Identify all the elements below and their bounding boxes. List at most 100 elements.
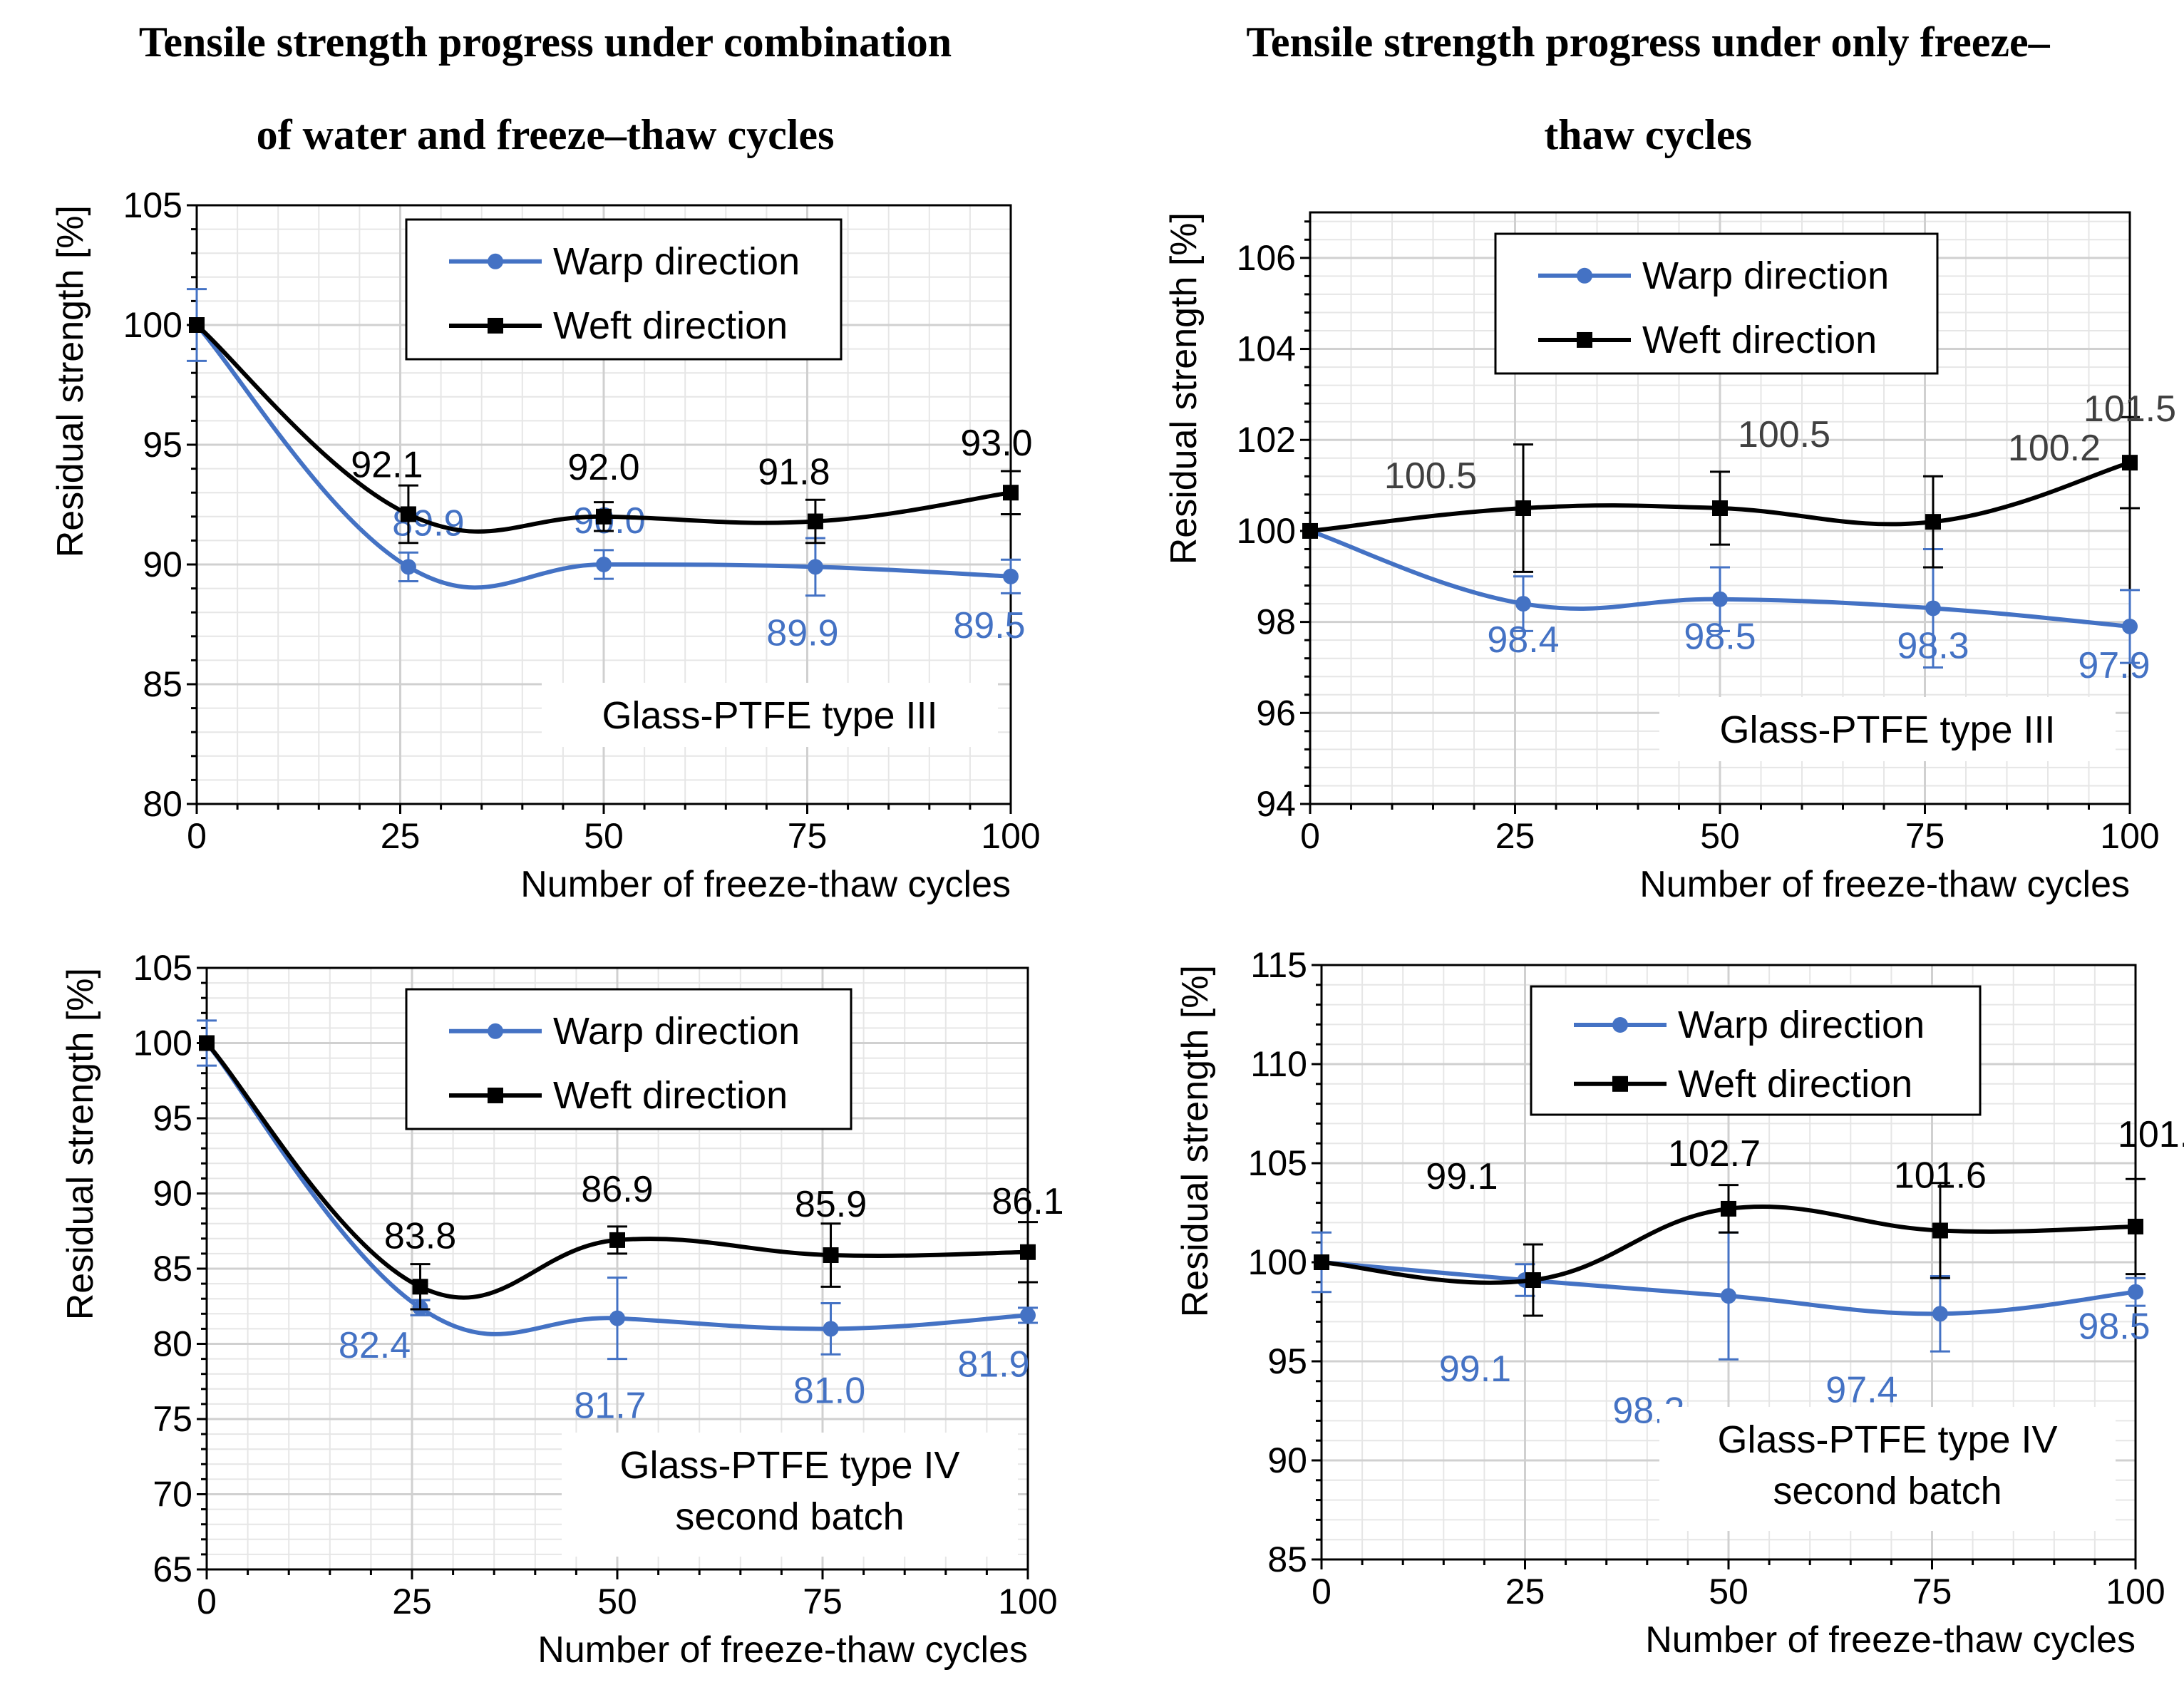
- x-axis-label: Number of freeze-thaw cycles: [1639, 864, 2130, 905]
- x-tick-label: 75: [803, 1582, 843, 1621]
- y-tick-label: 95: [1267, 1341, 1307, 1381]
- data-point-circle: [1003, 568, 1019, 584]
- data-point-square: [1525, 1272, 1541, 1289]
- data-label: 102.7: [1668, 1133, 1761, 1175]
- legend-label: Warp direction: [553, 240, 800, 283]
- y-tick-label: 80: [143, 784, 182, 824]
- data-point-square: [1932, 1222, 1948, 1239]
- data-point-square: [1020, 1244, 1036, 1260]
- legend-label: Weft direction: [1678, 1063, 1912, 1105]
- data-point-square: [823, 1247, 839, 1264]
- x-tick-label: 0: [1300, 816, 1320, 856]
- legend: Warp direction Weft direction: [1530, 985, 1982, 1116]
- x-tick-label: 0: [187, 816, 207, 856]
- heading-right-line-2: thaw cycles: [1544, 111, 1752, 158]
- legend-marker-circle: [488, 253, 503, 269]
- annotation-line: second batch: [675, 1495, 904, 1538]
- data-point-square: [2128, 1218, 2143, 1234]
- data-label: 97.4: [1825, 1369, 1897, 1410]
- heading-right-line-1: Tensile strength progress under only fre…: [1246, 19, 2050, 66]
- data-point-square: [807, 513, 823, 530]
- data-label: 89.5: [953, 605, 1025, 646]
- y-tick-label: 102: [1237, 420, 1296, 460]
- x-tick-label: 25: [392, 1582, 432, 1621]
- legend-marker-circle: [1612, 1017, 1628, 1033]
- legend-box: [1530, 985, 1982, 1116]
- y-tick-label: 75: [153, 1399, 192, 1439]
- y-tick-label: 95: [143, 425, 182, 465]
- legend-label: Warp direction: [1678, 1004, 1925, 1046]
- data-label: 98.5: [2078, 1306, 2150, 1348]
- heading-left-line-1: Tensile strength progress under combinat…: [138, 19, 952, 66]
- y-tick-label: 106: [1237, 238, 1296, 278]
- data-point-square: [1302, 522, 1318, 539]
- data-point-circle: [823, 1321, 839, 1337]
- y-tick-label: 65: [153, 1549, 192, 1589]
- data-point-circle: [1515, 596, 1531, 612]
- y-tick-label: 100: [1248, 1242, 1307, 1282]
- chart-top-right: 94 96 98 100 102 104 106 0 25 50 75 100 Number of fr…: [1163, 211, 2176, 905]
- x-axis-label: Number of freeze-thaw cycles: [1645, 1619, 2136, 1661]
- data-point-circle: [1925, 600, 1941, 617]
- x-tick-label: 100: [2106, 1572, 2165, 1611]
- y-tick-label: 85: [1267, 1539, 1307, 1579]
- heading-left: Tensile strength progress under combinat…: [0, 0, 1091, 181]
- chart-bottom-left: 65 70 75 80 85 90 95 100 105 0 25 50 75 100 Number of …: [60, 948, 1064, 1671]
- annotation-line: Glass-PTFE type III: [602, 694, 937, 737]
- data-point-square: [609, 1232, 625, 1248]
- x-tick-label: 50: [1700, 816, 1740, 856]
- data-label: 85.9: [795, 1184, 867, 1225]
- data-point-circle: [1020, 1307, 1036, 1324]
- data-point-circle: [400, 559, 416, 575]
- data-label: 81.9: [957, 1343, 1029, 1385]
- x-tick-label: 100: [981, 816, 1040, 856]
- legend-label: Weft direction: [1642, 319, 1877, 361]
- y-tick-label: 80: [153, 1324, 192, 1364]
- data-label: 92.1: [351, 444, 423, 485]
- data-label: 99.1: [1426, 1156, 1498, 1197]
- data-label: 82.4: [339, 1325, 411, 1366]
- chart-top-left: 80 85 90 95 100 105 0 25 50 75 100 Number of freeze…: [50, 185, 1041, 905]
- y-tick-label: 70: [153, 1475, 192, 1515]
- data-point-circle: [1932, 1306, 1948, 1322]
- legend-box: [405, 218, 843, 361]
- data-point-circle: [1721, 1288, 1736, 1304]
- x-tick-label: 25: [1505, 1572, 1545, 1611]
- x-tick-label: 50: [597, 1582, 637, 1621]
- weft-series: 99.1 102.7 101.6 101.8: [1314, 1114, 2184, 1317]
- y-tick-label: 90: [143, 545, 182, 584]
- data-label: 89.9: [766, 612, 838, 654]
- x-tick-label: 25: [381, 816, 421, 856]
- data-point-circle: [807, 559, 823, 575]
- x-tick-label: 50: [584, 816, 624, 856]
- y-tick-label: 100: [123, 305, 182, 345]
- y-tick-label: 105: [123, 185, 182, 225]
- series-line: [195, 324, 1011, 590]
- annotation-background: [542, 683, 998, 747]
- data-point-circle: [596, 557, 612, 572]
- data-point-circle: [2128, 1284, 2143, 1300]
- data-label: 99.1: [1439, 1348, 1511, 1390]
- weft-series: 92.1 92.0 91.8 93.0: [189, 317, 1033, 545]
- legend-label: Warp direction: [1642, 254, 1889, 297]
- legend-box: [1494, 232, 1939, 375]
- data-point-circle: [609, 1310, 625, 1326]
- y-axis-label: Residual strength [%]: [1163, 212, 1205, 564]
- data-label: 100.5: [1384, 455, 1477, 497]
- data-label: 92.0: [567, 447, 639, 488]
- legend: Warp direction Weft direction: [405, 218, 843, 361]
- legend-marker-square: [488, 317, 503, 334]
- legend: Warp direction Weft direction: [1494, 232, 1939, 375]
- weft-series: 83.8 86.9 85.9 86.1: [199, 1035, 1064, 1311]
- legend: Warp direction Weft direction: [405, 988, 853, 1130]
- data-label: 93.0: [960, 423, 1032, 464]
- data-label: 98.5: [1684, 617, 1756, 658]
- y-tick-label: 105: [1248, 1143, 1307, 1183]
- legend-marker-circle: [488, 1023, 503, 1039]
- y-tick-label: 100: [1237, 511, 1296, 551]
- data-label: 86.9: [581, 1169, 653, 1210]
- annotation-line: Glass-PTFE type IV: [1717, 1418, 2057, 1461]
- series-line: [205, 1041, 1029, 1336]
